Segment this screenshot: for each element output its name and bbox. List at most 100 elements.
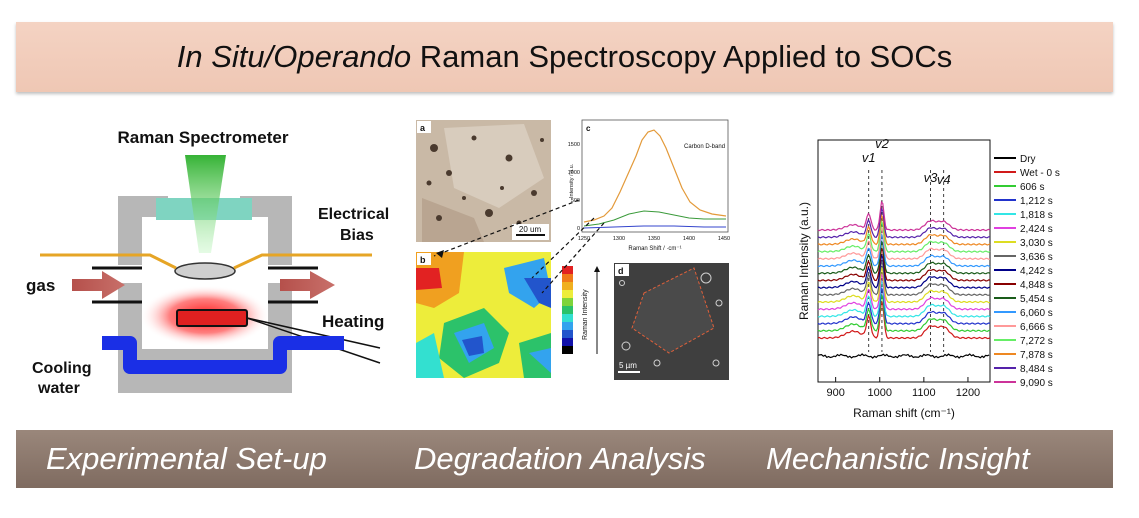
footer-experimental-setup: Experimental Set-up [46,441,327,476]
colorbar-arrowhead [594,266,600,272]
legend-label: 606 s [1020,182,1044,193]
spectrum-orange [583,129,727,223]
electrical-label: Electrical [318,206,389,223]
gas-label: gas [26,276,55,295]
ytick-1000: 1000 [568,170,580,176]
series-line [817,286,991,325]
xtick-1250: 1250 [578,236,590,242]
laser-beam [185,155,226,253]
legend-label: 6,060 s [1020,308,1053,319]
legend-label: 7,878 s [1020,350,1053,361]
heating-label: Heating [322,312,384,331]
footer-bar: Experimental Set-up Degradation Analysis… [16,430,1113,488]
panel-connectors [433,199,605,294]
series-line [817,267,991,304]
legend-label: Dry [1020,154,1036,165]
heating-element [176,309,248,327]
series-line [817,300,991,340]
panel-b-label: b [420,255,426,265]
series-line [817,219,991,253]
peak-label: v4 [937,172,951,187]
panel-a-label: a [420,123,426,133]
panel-c-ylabel: Intensity / a.u. [569,163,575,198]
peak-label: v1 [862,150,876,165]
banner-title-italic: In Situ/Operando [176,39,412,74]
legend-label: 1,212 s [1020,196,1053,207]
sem-particles [619,272,723,367]
series-line [817,213,991,246]
footer-degradation-analysis: Degradation Analysis [414,441,706,476]
series-line [817,247,991,282]
series-line [817,239,991,275]
legend-label: 1,818 s [1020,210,1053,221]
carbon-dband-label: Carbon D-band [684,144,725,150]
series-line [817,232,991,268]
x-tick-label: 900 [826,387,844,399]
ytick-0: 0 [577,226,580,232]
cooling-label: Cooling [32,360,92,377]
x-tick-label: 1200 [956,387,980,399]
bias-label: Bias [340,227,374,244]
legend-label: 9,090 s [1020,378,1053,389]
x-tick-label: 1000 [868,387,892,399]
electrical-wire-left [40,253,177,270]
legend-label: 5,454 s [1020,294,1053,305]
cooling-channel [102,336,344,374]
legend-label: 8,484 s [1020,364,1053,375]
colorbar-label: Raman Intensity [582,289,589,340]
scalebar-d-label: 5 µm [619,361,637,370]
x-ticks: 900 1000 1100 1200 [826,377,980,399]
spectrum-green [583,210,726,227]
legend-label: 3,030 s [1020,238,1053,249]
xtick-1350: 1350 [648,236,660,242]
legend-label: Wet - 0 s [1020,168,1060,179]
mechanistic-spectra-chart: Raman Intensity (a.u.) Raman shift (cm⁻¹… [797,136,1060,420]
series-line [817,353,990,359]
peak-label: v3 [924,170,939,185]
gas-outlet-arrow [280,271,335,299]
legend-label: 7,272 s [1020,336,1053,347]
xtick-1450: 1450 [718,236,730,242]
legend-label: 2,424 s [1020,224,1053,235]
legend-label: 4,242 s [1020,266,1053,277]
water-label: water [37,380,80,397]
panel-c-label: c [586,124,591,133]
xtick-1300: 1300 [613,236,625,242]
micrograph-dark-spots [426,135,544,226]
grain-region-2 [422,198,484,242]
panel-b-tag [417,253,431,265]
peak-label: v2 [875,136,890,151]
connector-arrowhead [436,250,444,258]
series-line [817,273,991,311]
grain-region [444,124,544,208]
xtick-1400: 1400 [683,236,695,242]
chart-ylabel: Raman Intensity (a.u.) [797,202,811,320]
experimental-setup-diagram: Raman Spectrometer Electrical Bias gas H… [26,128,389,397]
scalebar-a-label: 20 um [519,225,542,234]
sample-disc [174,262,236,280]
panel-d-tag [615,264,629,276]
heating-lead-1 [246,317,381,349]
colorbar [562,266,573,354]
ytick-1500: 1500 [568,142,580,148]
raman-spectrometer-label: Raman Spectrometer [117,128,288,147]
footer-mechanistic-insight: Mechanistic Insight [766,441,1030,476]
legend-label: 3,636 s [1020,252,1053,263]
series-line [817,279,991,318]
series-line [817,225,991,261]
panel-b-raman-map [416,252,551,378]
chart-xlabel: Raman shift (cm⁻¹) [853,406,955,420]
panel-c-spectrum: c Carbon D-band Intensity / a.u. 1500 10… [568,119,730,252]
series-line [817,292,991,333]
series-line [817,207,991,239]
spectrum-blue [583,225,726,229]
series-line [817,200,991,232]
sem-highlight-region [631,267,715,354]
panel-d-label: d [618,266,624,276]
title-banner: In Situ/Operando Raman Spectroscopy Appl… [16,22,1113,92]
plot-frame [817,139,991,383]
gas-inlet-arrow [72,271,125,299]
banner-title-rest: Raman Spectroscopy Applied to SOCs [411,39,953,74]
panel-c-xlabel: Raman Shift / ·cm⁻¹ [628,246,681,252]
